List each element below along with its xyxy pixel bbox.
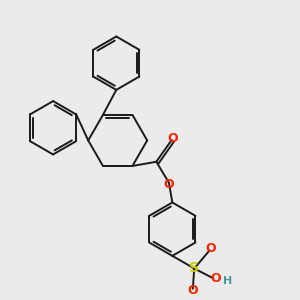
Text: H: H [223, 276, 232, 286]
Text: O: O [164, 178, 174, 191]
Text: O: O [188, 284, 198, 298]
Text: O: O [168, 132, 178, 145]
Text: S: S [189, 262, 199, 275]
Text: O: O [206, 242, 216, 255]
Text: O: O [210, 272, 220, 285]
